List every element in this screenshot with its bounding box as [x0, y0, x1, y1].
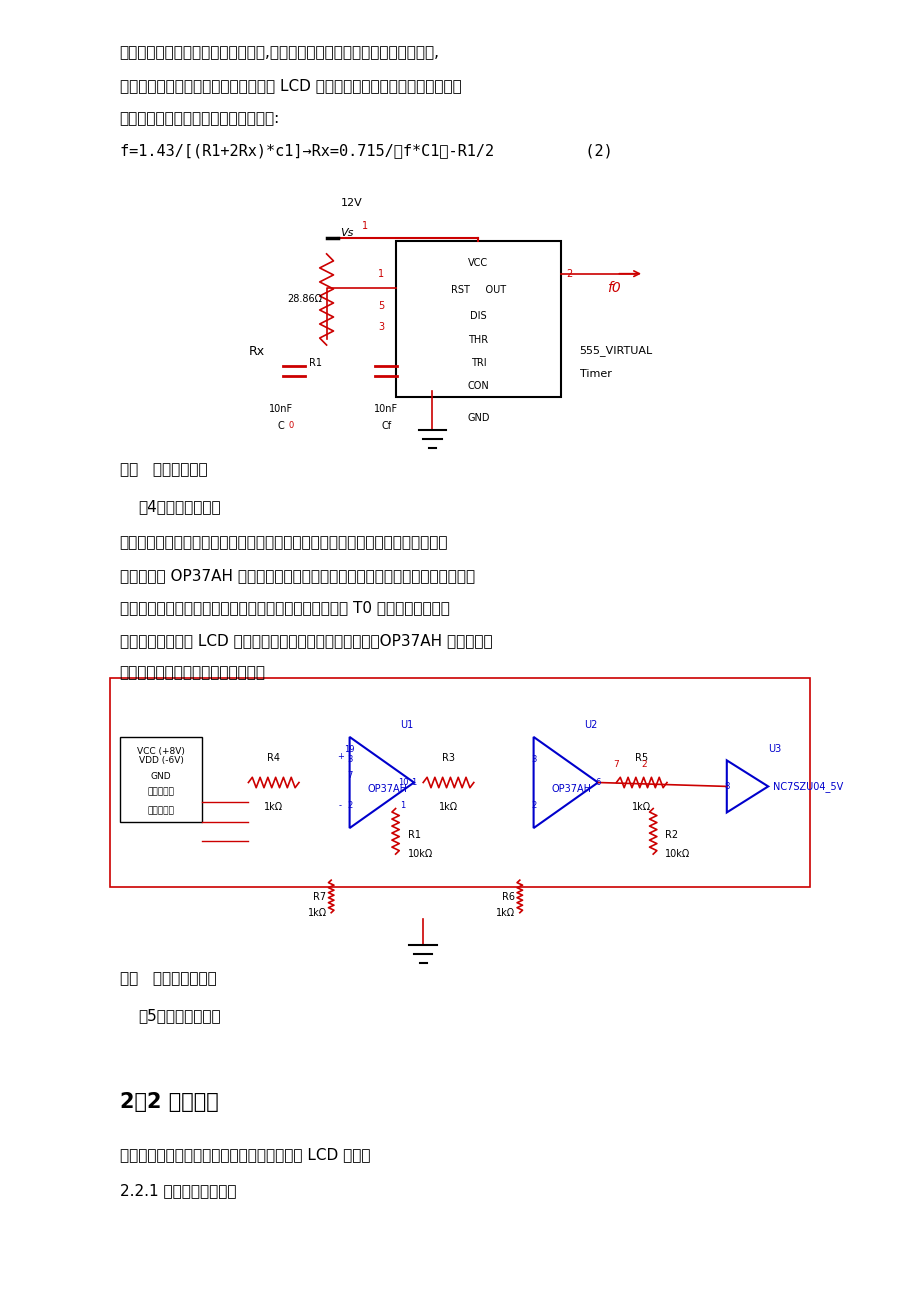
Text: CON: CON — [467, 381, 489, 392]
Text: f0: f0 — [607, 281, 620, 294]
Text: 1: 1 — [361, 221, 368, 232]
Text: R5: R5 — [634, 753, 647, 763]
Text: 10nF: 10nF — [268, 404, 292, 414]
Text: R6: R6 — [502, 892, 515, 902]
Text: NC7SZU04_5V: NC7SZU04_5V — [772, 781, 842, 792]
Text: 3: 3 — [378, 322, 384, 332]
Text: TRI: TRI — [471, 358, 485, 368]
Text: 6: 6 — [595, 779, 600, 786]
Text: DIS: DIS — [470, 311, 486, 322]
Text: 7: 7 — [613, 760, 618, 769]
Text: 1kΩ: 1kΩ — [264, 802, 282, 812]
Text: 率的测量，最后用 LCD 显示器将频率的数值大小显示出来。OP37AH 还可以将信: 率的测量，最后用 LCD 显示器将频率的数值大小显示出来。OP37AH 还可以将… — [119, 633, 492, 648]
Text: RST     OUT: RST OUT — [450, 285, 505, 294]
Text: +: + — [336, 753, 344, 762]
Text: Cf: Cf — [380, 421, 391, 431]
Text: U1: U1 — [400, 720, 413, 730]
Text: 5: 5 — [378, 302, 384, 311]
Text: 波信号，再输入到单片机系统，利用单片机系统中中断和 T0 计数功能，实现频: 波信号，再输入到单片机系统，利用单片机系统中中断和 T0 计数功能，实现频 — [119, 600, 449, 616]
Text: 图四   整形放大电路图: 图四 整形放大电路图 — [119, 971, 216, 987]
Text: 2: 2 — [565, 268, 572, 279]
Text: 2.2.1 流程图设计如下：: 2.2.1 流程图设计如下： — [119, 1184, 236, 1199]
Text: -: - — [338, 801, 342, 810]
Text: 大信号输入: 大信号输入 — [147, 806, 175, 815]
Text: 0: 0 — [289, 421, 294, 430]
Text: 19: 19 — [344, 746, 355, 754]
Text: OP37AH: OP37AH — [368, 784, 407, 794]
Text: 图三   电阻测量模块: 图三 电阻测量模块 — [119, 462, 207, 478]
Text: 7: 7 — [346, 772, 352, 780]
Text: 1kΩ: 1kΩ — [438, 802, 457, 812]
Bar — [119, 737, 202, 822]
Text: R4: R4 — [267, 753, 279, 763]
Text: 所以我们用 OP37AH 搭建整形放大电路（如图四）将任何一类的信号都转换为方: 所以我们用 OP37AH 搭建整形放大电路（如图四）将任何一类的信号都转换为方 — [119, 568, 474, 583]
Text: GND: GND — [467, 413, 489, 423]
Text: 10nF: 10nF — [374, 404, 398, 414]
Text: 号放大，以便对微小信号进行测量。: 号放大，以便对微小信号进行测量。 — [119, 665, 266, 681]
Text: 12V: 12V — [340, 198, 362, 208]
Text: 1: 1 — [411, 779, 416, 786]
Text: 小信号输入: 小信号输入 — [147, 788, 175, 797]
Text: 1kΩ: 1kΩ — [307, 907, 326, 918]
Text: C: C — [277, 421, 284, 431]
Bar — [395, 241, 561, 397]
Text: 1kΩ: 1kΩ — [631, 802, 650, 812]
Text: 3: 3 — [346, 755, 352, 764]
Text: R2: R2 — [664, 829, 677, 840]
Text: 1: 1 — [378, 268, 384, 279]
Text: OP37AH: OP37AH — [551, 784, 591, 794]
Text: 2: 2 — [530, 801, 536, 810]
Text: Vs: Vs — [340, 228, 354, 238]
Text: f=1.43/[(R1+2Rx)*c1]→Rx=0.715/（f*C1）-R1/2          (2): f=1.43/[(R1+2Rx)*c1]→Rx=0.715/（f*C1）-R1/… — [119, 143, 612, 159]
Text: U3: U3 — [767, 743, 780, 754]
Text: 555_VIRTUAL: 555_VIRTUAL — [579, 345, 652, 355]
Text: VCC: VCC — [468, 258, 488, 268]
Text: 3: 3 — [530, 755, 536, 764]
Text: 1kΩ: 1kΩ — [495, 907, 515, 918]
Text: R7: R7 — [313, 892, 326, 902]
Text: U2: U2 — [584, 720, 597, 730]
Text: 电阻的测量。原理图见图三。计算公式:: 电阻的测量。原理图见图三。计算公式: — [119, 111, 279, 126]
Text: 8: 8 — [723, 783, 729, 790]
Text: （5）功率测量设计: （5）功率测量设计 — [138, 1008, 221, 1023]
Text: 2．2 软件设计: 2．2 软件设计 — [119, 1092, 218, 1112]
Text: 10kΩ: 10kΩ — [407, 849, 432, 859]
Bar — [110, 678, 809, 887]
Text: R1: R1 — [407, 829, 420, 840]
Text: （4）频率测量设计: （4）频率测量设计 — [138, 499, 221, 514]
Text: VCC (+8V): VCC (+8V) — [137, 747, 185, 756]
Text: 把测得的频率转换成电阻的阻值，利用 LCD 显示器将电阻的数值大小显示。完成: 把测得的频率转换成电阻的阻值，利用 LCD 显示器将电阻的数值大小显示。完成 — [119, 78, 460, 94]
Text: THR: THR — [468, 335, 488, 345]
Text: 2: 2 — [346, 801, 352, 810]
Text: Timer: Timer — [579, 368, 611, 379]
Text: GND: GND — [151, 772, 171, 781]
Text: R1: R1 — [309, 358, 322, 368]
Text: 根据测量变量选择频率测量模块通道。因为被测信号有正弦波、三角波、方波等，: 根据测量变量选择频率测量模块通道。因为被测信号有正弦波、三角波、方波等， — [119, 535, 448, 551]
Text: R3: R3 — [441, 753, 454, 763]
Text: 10: 10 — [397, 779, 408, 786]
Text: 1: 1 — [400, 801, 405, 810]
Text: VDD (-6V): VDD (-6V) — [139, 755, 183, 764]
Text: 28.86Ω: 28.86Ω — [287, 294, 322, 305]
Text: 程序主要实现中断，计数，处理计数值，更新 LCD 显示值: 程序主要实现中断，计数，处理计数值，更新 LCD 显示值 — [119, 1147, 369, 1163]
Text: Rx: Rx — [248, 345, 265, 358]
Text: 端测量输出信号的频率并输入单片机,单片机系统根据输入的信号频率进行处理,: 端测量输出信号的频率并输入单片机,单片机系统根据输入的信号频率进行处理, — [119, 46, 439, 61]
Text: 10kΩ: 10kΩ — [664, 849, 689, 859]
Text: 2: 2 — [641, 760, 646, 769]
